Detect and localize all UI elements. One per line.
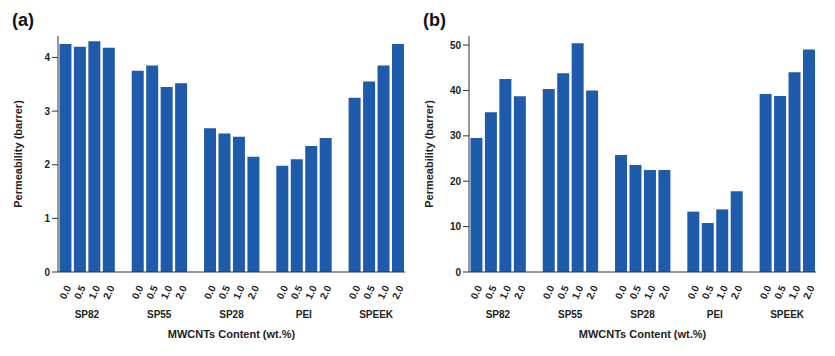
svg-text:1.0: 1.0 <box>570 283 586 301</box>
svg-text:0.0: 0.0 <box>130 283 146 301</box>
html-text:(a): (a) <box>12 10 34 30</box>
svg-text:50: 50 <box>450 40 462 51</box>
svg-text:0.0: 0.0 <box>613 283 629 301</box>
svg-text:0.0: 0.0 <box>758 283 774 301</box>
svg-text:SPEEK: SPEEK <box>359 309 394 320</box>
svg-text:0.0: 0.0 <box>274 283 290 301</box>
svg-text:PEI: PEI <box>296 309 312 320</box>
svg-text:20: 20 <box>450 176 462 187</box>
svg-text:Permeability (barrer): Permeability (barrer) <box>423 100 435 208</box>
svg-text:SP82: SP82 <box>486 309 511 320</box>
svg-text:2.0: 2.0 <box>801 283 817 301</box>
svg-text:SPEEK: SPEEK <box>770 309 805 320</box>
svg-text:0.0: 0.0 <box>202 283 218 301</box>
svg-text:0.5: 0.5 <box>555 283 571 301</box>
svg-text:2.0: 2.0 <box>512 283 528 301</box>
svg-text:1.0: 1.0 <box>497 283 513 301</box>
svg-text:0.0: 0.0 <box>347 283 363 301</box>
svg-text:1.0: 1.0 <box>375 283 391 301</box>
svg-text:2.0: 2.0 <box>318 283 334 301</box>
svg-text:0.5: 0.5 <box>627 283 643 301</box>
svg-text:1.0: 1.0 <box>303 283 319 301</box>
svg-text:1.0: 1.0 <box>231 283 247 301</box>
svg-text:SP55: SP55 <box>147 309 172 320</box>
svg-text:0.0: 0.0 <box>57 283 73 301</box>
html-text:(b): (b) <box>423 10 446 30</box>
svg-text:1.0: 1.0 <box>159 283 175 301</box>
svg-text:SP28: SP28 <box>219 309 244 320</box>
svg-text:SP55: SP55 <box>558 309 583 320</box>
svg-text:0.5: 0.5 <box>772 283 788 301</box>
svg-text:0.5: 0.5 <box>144 283 160 301</box>
svg-text:1: 1 <box>44 213 50 224</box>
svg-text:3: 3 <box>44 106 50 117</box>
svg-text:1.0: 1.0 <box>86 283 102 301</box>
svg-text:PEI: PEI <box>707 309 723 320</box>
svg-text:0.5: 0.5 <box>700 283 716 301</box>
svg-text:30: 30 <box>450 130 462 141</box>
svg-text:2: 2 <box>44 159 50 170</box>
svg-text:0.0: 0.0 <box>468 283 484 301</box>
svg-text:2.0: 2.0 <box>729 283 745 301</box>
svg-text:0.0: 0.0 <box>541 283 557 301</box>
svg-text:10: 10 <box>450 221 462 232</box>
svg-text:2.0: 2.0 <box>656 283 672 301</box>
svg-text:SP28: SP28 <box>630 309 655 320</box>
svg-text:0.5: 0.5 <box>72 283 88 301</box>
svg-text:2.0: 2.0 <box>173 283 189 301</box>
svg-text:SP82: SP82 <box>75 309 100 320</box>
svg-text:0.5: 0.5 <box>289 283 305 301</box>
svg-text:MWCNTs Content (wt.%): MWCNTs Content (wt.%) <box>168 328 296 340</box>
svg-text:0: 0 <box>44 267 50 278</box>
svg-text:2.0: 2.0 <box>584 283 600 301</box>
svg-text:40: 40 <box>450 85 462 96</box>
svg-text:Permeability (barrer): Permeability (barrer) <box>12 100 24 208</box>
svg-text:1.0: 1.0 <box>786 283 802 301</box>
svg-text:2.0: 2.0 <box>101 283 117 301</box>
svg-text:MWCNTs Content (wt.%): MWCNTs Content (wt.%) <box>579 328 707 340</box>
svg-text:0.0: 0.0 <box>685 283 701 301</box>
svg-text:2.0: 2.0 <box>390 283 406 301</box>
svg-text:2.0: 2.0 <box>245 283 261 301</box>
svg-text:0.5: 0.5 <box>216 283 232 301</box>
svg-text:4: 4 <box>44 52 50 63</box>
svg-text:0.5: 0.5 <box>361 283 377 301</box>
svg-text:1.0: 1.0 <box>642 283 658 301</box>
svg-text:0.5: 0.5 <box>483 283 499 301</box>
svg-text:0: 0 <box>455 267 461 278</box>
svg-text:1.0: 1.0 <box>714 283 730 301</box>
